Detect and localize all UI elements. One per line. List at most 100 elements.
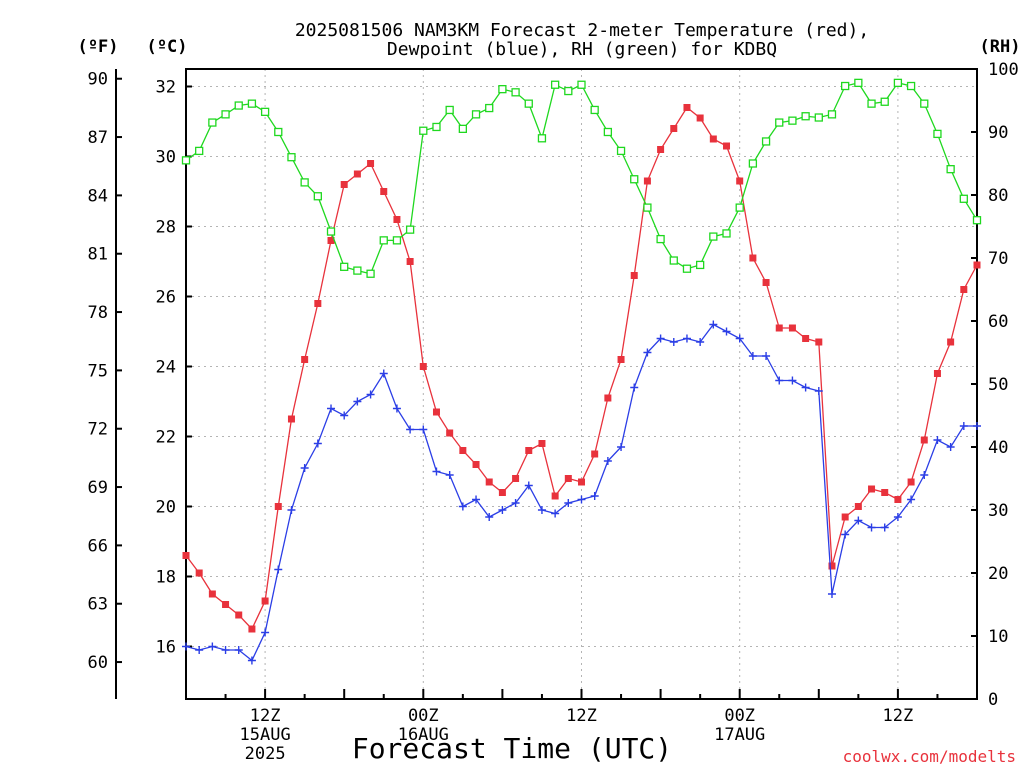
rh-point xyxy=(682,264,692,273)
dewpoint-point xyxy=(827,590,836,598)
temperature-point xyxy=(815,338,823,346)
rh-point xyxy=(340,262,349,271)
f-tick-label: 75 xyxy=(88,361,108,381)
dewpoint-point xyxy=(353,397,362,406)
rh-point xyxy=(485,103,494,113)
temperature-point xyxy=(670,125,678,132)
rh-point xyxy=(775,118,784,127)
temperature-point xyxy=(472,461,480,468)
temperature-point xyxy=(696,114,704,122)
temperature-point xyxy=(854,503,862,510)
dewpoint-point xyxy=(498,506,507,514)
temperature-point xyxy=(920,436,928,444)
axes: 60 63 66 69 72 75 78 81 84 87 90 16 18 20 22 24 26 28 30 32… xyxy=(88,60,1019,764)
dewpoint-point xyxy=(841,530,850,539)
rh-point xyxy=(300,178,309,187)
f-tick-label: 90 xyxy=(88,70,108,90)
rh-point xyxy=(287,153,296,162)
x-tick-label: 12Z xyxy=(883,706,914,726)
temperature-point xyxy=(498,489,506,496)
dewpoint-point xyxy=(603,457,612,465)
rh-point xyxy=(616,146,626,156)
dewpoint-point xyxy=(722,327,731,336)
temperature-point xyxy=(314,300,322,307)
temperature-point xyxy=(208,590,216,598)
dewpoint-point xyxy=(880,523,889,532)
dewpoint-point xyxy=(551,509,560,518)
temperature-point xyxy=(591,450,599,458)
rh-point xyxy=(313,192,322,201)
rh-point xyxy=(827,110,837,119)
rh-series xyxy=(181,78,982,278)
temperature-point xyxy=(775,324,783,332)
temperature-point xyxy=(894,496,902,503)
rh-point xyxy=(801,112,810,121)
dewpoint-point xyxy=(366,390,375,399)
rh-tick-label: 100 xyxy=(988,60,1019,80)
rh-point xyxy=(221,110,230,119)
f-tick-label: 72 xyxy=(88,420,108,440)
c-tick-label: 20 xyxy=(156,498,176,518)
temperature-point xyxy=(881,489,889,496)
temperature-point xyxy=(604,394,612,402)
temperature-point xyxy=(933,370,941,377)
rh-point xyxy=(630,175,639,184)
dewpoint-point xyxy=(590,492,599,500)
temperature-point xyxy=(459,447,467,454)
temperature-point xyxy=(406,258,414,265)
f-tick-label: 63 xyxy=(88,595,108,615)
dewpoint-point xyxy=(959,422,968,430)
temperature-point xyxy=(657,146,665,153)
rh-point xyxy=(524,99,533,108)
x-tick-sublabel: 15AUG xyxy=(240,725,291,745)
temperature-point xyxy=(525,447,533,454)
temperature-point xyxy=(419,363,427,370)
temperature-point xyxy=(485,478,493,486)
rh-point xyxy=(537,134,547,143)
rh-point xyxy=(195,146,204,156)
temperature-point xyxy=(353,170,361,178)
dewpoint-point xyxy=(656,334,665,343)
c-tick-label: 26 xyxy=(156,288,176,308)
rh-point xyxy=(498,85,507,94)
temperature-point xyxy=(736,177,744,185)
temperature-point xyxy=(788,324,796,332)
rh-point xyxy=(419,126,428,135)
rh-point xyxy=(669,256,678,265)
temperature-point xyxy=(551,492,559,500)
rh-point xyxy=(880,97,889,106)
temperature-point xyxy=(578,478,585,486)
dewpoint-point xyxy=(973,422,981,430)
rh-point xyxy=(458,124,468,133)
f-tick-label: 87 xyxy=(88,128,108,148)
temperature-point xyxy=(762,279,770,286)
dewpoint-point xyxy=(247,656,256,665)
rh-point xyxy=(181,156,191,165)
temperature-point xyxy=(367,160,375,167)
dewpoint-point xyxy=(577,495,586,504)
f-tick-label: 81 xyxy=(88,245,108,265)
temperature-point xyxy=(564,475,572,482)
rh-point xyxy=(893,78,903,88)
series-layer xyxy=(181,78,982,665)
temperature-point xyxy=(195,569,203,577)
rh-point xyxy=(603,127,613,137)
x-tick-label: 12Z xyxy=(250,706,281,726)
c-tick-label: 24 xyxy=(156,358,176,378)
f-tick-label: 69 xyxy=(88,478,108,498)
x-tick-sublabel: 17AUG xyxy=(714,725,765,745)
left-f-axis-unit: (ºF) xyxy=(78,37,119,57)
temperature-point xyxy=(393,216,401,223)
x-tick-sublabel: 16AUG xyxy=(398,725,449,745)
c-tick-label: 22 xyxy=(156,428,176,448)
dewpoint-point xyxy=(814,387,823,395)
rh-point xyxy=(735,203,744,212)
temperature-point xyxy=(301,356,309,363)
rh-point xyxy=(696,260,705,270)
temperature-point xyxy=(380,188,388,195)
left-c-axis-unit: (ºC) xyxy=(147,37,188,57)
right-rh-axis-unit: (RH) xyxy=(980,37,1021,57)
temperature-point xyxy=(235,611,243,619)
dewpoint-point xyxy=(748,352,757,360)
